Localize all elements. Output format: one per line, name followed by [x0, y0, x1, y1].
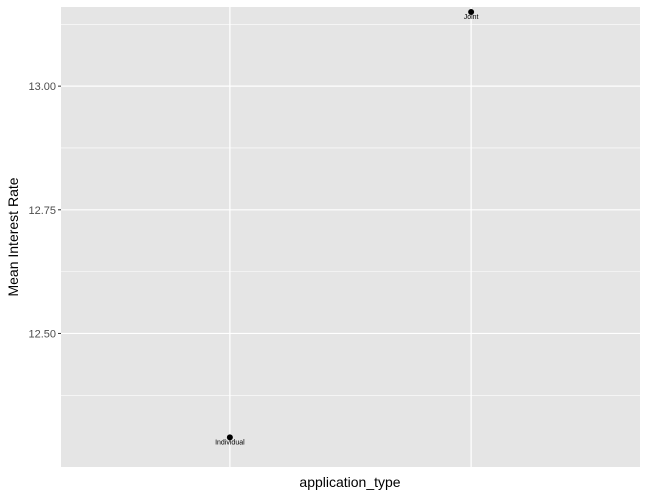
minor-grid [61, 24, 640, 396]
y-tick-label: 13.00 [28, 81, 56, 93]
y-tick-label: 12.50 [28, 328, 56, 340]
point-label: Individual [215, 439, 245, 446]
y-axis-title: Mean Interest Rate [5, 177, 21, 296]
major-grid [61, 7, 640, 467]
y-axis: 12.50 12.75 13.00 [28, 81, 61, 340]
y-tick-label: 12.75 [28, 205, 56, 217]
data-points: Individual Joint [215, 8, 479, 446]
data-point [226, 434, 233, 441]
x-axis-title: application_type [299, 474, 400, 490]
data-point [468, 8, 475, 15]
point-label: Joint [464, 14, 479, 21]
plot-panel [61, 7, 640, 467]
